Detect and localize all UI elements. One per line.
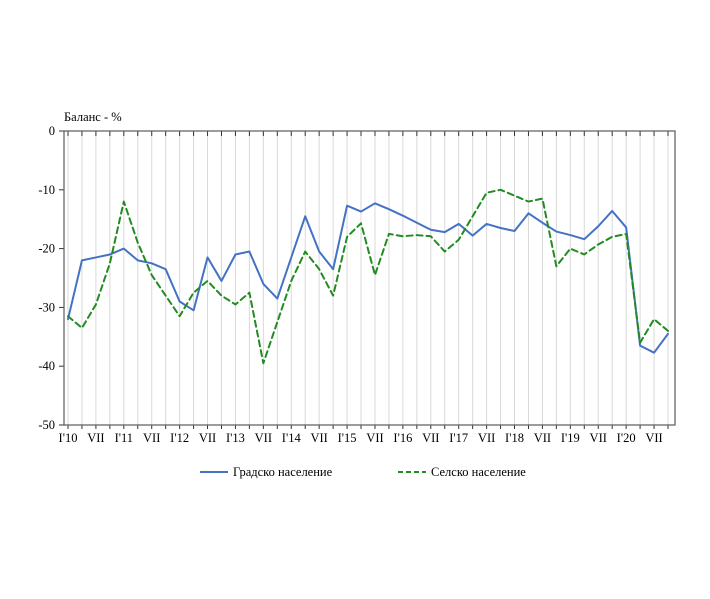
x-axis-tick-label: VII [143, 431, 160, 445]
x-axis-tick-label: I'19 [561, 431, 580, 445]
x-axis-tick-label: VII [534, 431, 551, 445]
x-axis-tick-label: I'11 [115, 431, 133, 445]
rural-series-line [67, 188, 669, 365]
x-axis-tick-label: I'20 [617, 431, 636, 445]
x-axis-tick-label: I'17 [449, 431, 468, 445]
legend-urban-label: Градско население [233, 465, 333, 479]
y-axis-tick-label: -10 [38, 183, 55, 197]
legend-rural-label: Селско население [431, 465, 526, 479]
x-axis-tick-label: VII [590, 431, 607, 445]
x-axis-tick-label: I'14 [282, 431, 302, 445]
x-axis-tick-label: VII [255, 431, 272, 445]
y-axis-tick-label: -50 [38, 418, 55, 432]
x-axis-tick-label: VII [199, 431, 216, 445]
x-axis-tick-label: VII [645, 431, 662, 445]
y-axis-tick-label: -20 [38, 242, 55, 256]
y-axis-tick-label: -30 [38, 300, 55, 314]
x-axis-tick-label: I'10 [59, 431, 78, 445]
x-axis-tick-label: I'13 [226, 431, 245, 445]
y-axis-tick-label: -40 [38, 359, 55, 373]
y-axis-title: Баланс - % [64, 110, 122, 124]
x-axis-tick-label: VII [366, 431, 383, 445]
x-axis-tick-label: VII [422, 431, 439, 445]
y-axis-tick-label: 0 [49, 124, 55, 138]
urban-series-line [67, 202, 669, 354]
x-axis-tick-label: I'16 [393, 431, 412, 445]
x-axis-tick-label: VII [310, 431, 327, 445]
plot-border [63, 130, 676, 426]
x-axis-tick-label: VII [87, 431, 104, 445]
x-axis-tick-label: I'18 [505, 431, 524, 445]
x-axis-tick-label: I'15 [338, 431, 357, 445]
x-axis-tick-label: VII [478, 431, 495, 445]
x-axis-tick-label: I'12 [170, 431, 189, 445]
